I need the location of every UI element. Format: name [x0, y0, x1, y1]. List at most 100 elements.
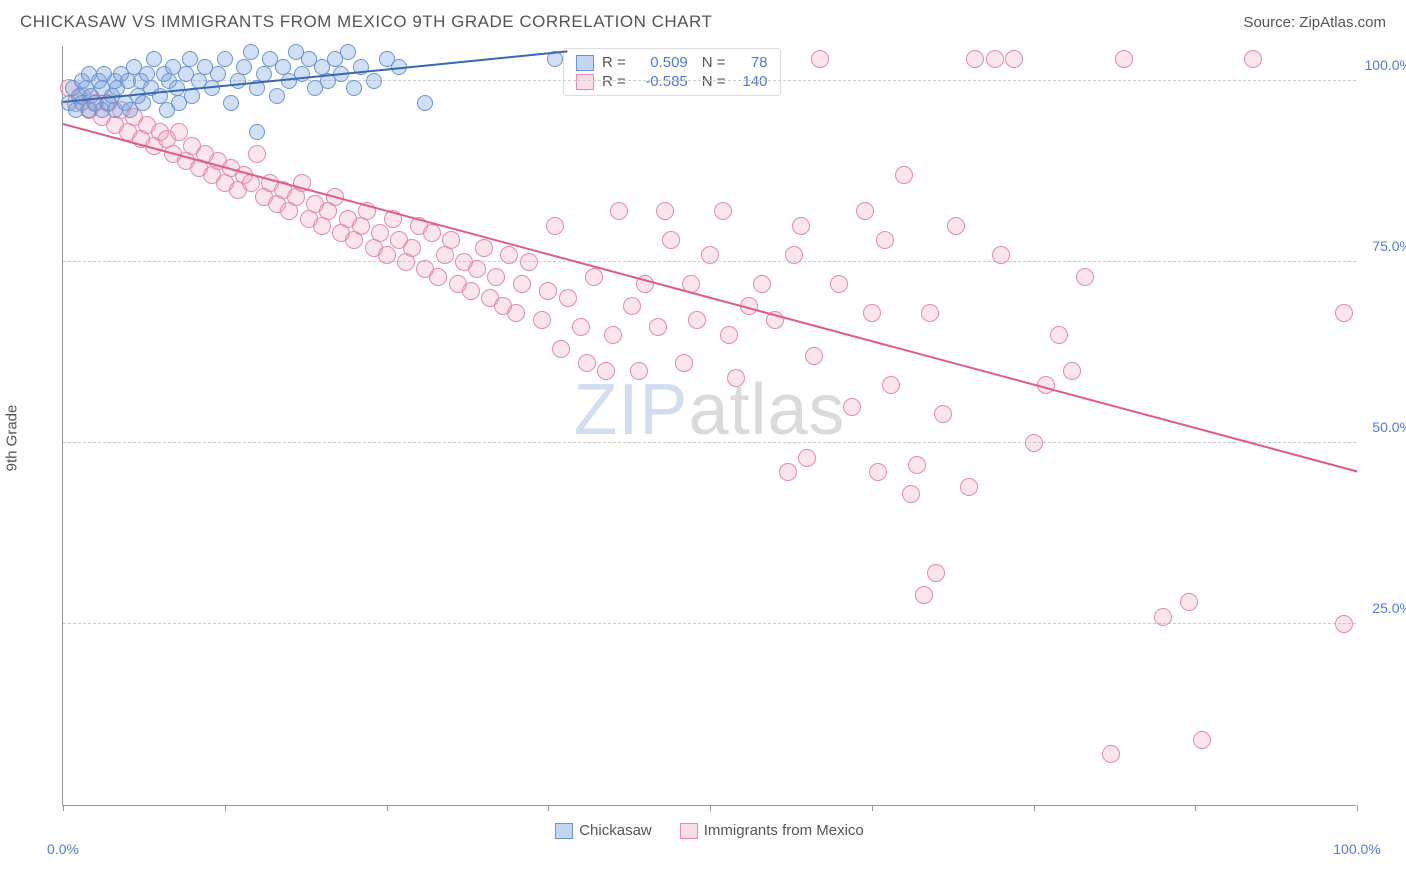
- watermark-part1: ZIP: [573, 370, 688, 450]
- data-point: [546, 217, 564, 235]
- bottom-legend: Chickasaw Immigrants from Mexico: [63, 822, 1356, 839]
- r-label: R =: [602, 54, 626, 71]
- data-point: [500, 246, 518, 264]
- data-point: [792, 217, 810, 235]
- data-point: [869, 463, 887, 481]
- data-point: [1115, 50, 1133, 68]
- watermark: ZIPatlas: [573, 369, 845, 451]
- data-point: [902, 485, 920, 503]
- data-point: [785, 246, 803, 264]
- y-tick-label: 75.0%: [1372, 238, 1406, 254]
- scatter-plot: ZIPatlas R = 0.509 N = 78 R = -0.585 N =…: [62, 46, 1356, 806]
- x-tick: [710, 805, 711, 811]
- data-point: [947, 217, 965, 235]
- data-point: [429, 268, 447, 286]
- y-tick-label: 25.0%: [1372, 600, 1406, 616]
- x-tick: [63, 805, 64, 811]
- n-label: N =: [702, 54, 726, 71]
- data-point: [966, 50, 984, 68]
- data-point: [623, 297, 641, 315]
- data-point: [248, 145, 266, 163]
- data-point: [346, 80, 362, 96]
- n-value-blue: 78: [734, 54, 768, 71]
- x-tick-label: 0.0%: [47, 841, 79, 857]
- data-point: [1076, 268, 1094, 286]
- swatch-pink-icon: [680, 823, 698, 839]
- data-point: [843, 398, 861, 416]
- data-point: [779, 463, 797, 481]
- data-point: [507, 304, 525, 322]
- y-tick-label: 50.0%: [1372, 419, 1406, 435]
- x-tick: [1034, 805, 1035, 811]
- data-point: [294, 66, 310, 82]
- data-point: [927, 564, 945, 582]
- data-point: [403, 239, 421, 257]
- data-point: [340, 44, 356, 60]
- data-point: [552, 340, 570, 358]
- x-tick: [225, 805, 226, 811]
- data-point: [688, 311, 706, 329]
- data-point: [366, 73, 382, 89]
- chart-source: Source: ZipAtlas.com: [1243, 14, 1386, 31]
- data-point: [960, 478, 978, 496]
- data-point: [895, 166, 913, 184]
- data-point: [520, 253, 538, 271]
- gridline: [63, 442, 1356, 443]
- data-point: [230, 73, 246, 89]
- data-point: [830, 275, 848, 293]
- data-point: [1244, 50, 1262, 68]
- stats-row-blue: R = 0.509 N = 78: [564, 53, 780, 72]
- n-label: N =: [702, 73, 726, 90]
- y-tick-label: 100.0%: [1365, 57, 1406, 73]
- data-point: [1063, 362, 1081, 380]
- stats-row-pink: R = -0.585 N = 140: [564, 72, 780, 91]
- data-point: [146, 51, 162, 67]
- data-point: [986, 50, 1004, 68]
- data-point: [649, 318, 667, 336]
- data-point: [805, 347, 823, 365]
- swatch-blue-icon: [555, 823, 573, 839]
- r-label: R =: [602, 73, 626, 90]
- data-point: [727, 369, 745, 387]
- data-point: [934, 405, 952, 423]
- data-point: [915, 586, 933, 604]
- chart-container: 9th Grade ZIPatlas R = 0.509 N = 78 R = …: [22, 38, 1386, 838]
- data-point: [1050, 326, 1068, 344]
- data-point: [1154, 608, 1172, 626]
- data-point: [1335, 304, 1353, 322]
- data-point: [585, 268, 603, 286]
- data-point: [863, 304, 881, 322]
- data-point: [423, 224, 441, 242]
- data-point: [675, 354, 693, 372]
- data-point: [378, 246, 396, 264]
- data-point: [210, 66, 226, 82]
- data-point: [656, 202, 674, 220]
- data-point: [182, 51, 198, 67]
- data-point: [249, 124, 265, 140]
- data-point: [811, 50, 829, 68]
- swatch-blue-icon: [576, 55, 594, 71]
- data-point: [487, 268, 505, 286]
- data-point: [559, 289, 577, 307]
- chart-header: CHICKASAW VS IMMIGRANTS FROM MEXICO 9TH …: [0, 0, 1406, 38]
- data-point: [572, 318, 590, 336]
- legend-label-pink: Immigrants from Mexico: [704, 822, 864, 839]
- data-point: [921, 304, 939, 322]
- data-point: [170, 123, 188, 141]
- data-point: [269, 88, 285, 104]
- legend-item-pink: Immigrants from Mexico: [680, 822, 864, 839]
- data-point: [1193, 731, 1211, 749]
- x-tick: [1195, 805, 1196, 811]
- data-point: [468, 260, 486, 278]
- data-point: [1005, 50, 1023, 68]
- data-point: [475, 239, 493, 257]
- x-tick: [387, 805, 388, 811]
- data-point: [597, 362, 615, 380]
- data-point: [217, 51, 233, 67]
- data-point: [135, 95, 151, 111]
- x-tick: [548, 805, 549, 811]
- legend-item-blue: Chickasaw: [555, 822, 652, 839]
- data-point: [992, 246, 1010, 264]
- data-point: [417, 95, 433, 111]
- data-point: [882, 376, 900, 394]
